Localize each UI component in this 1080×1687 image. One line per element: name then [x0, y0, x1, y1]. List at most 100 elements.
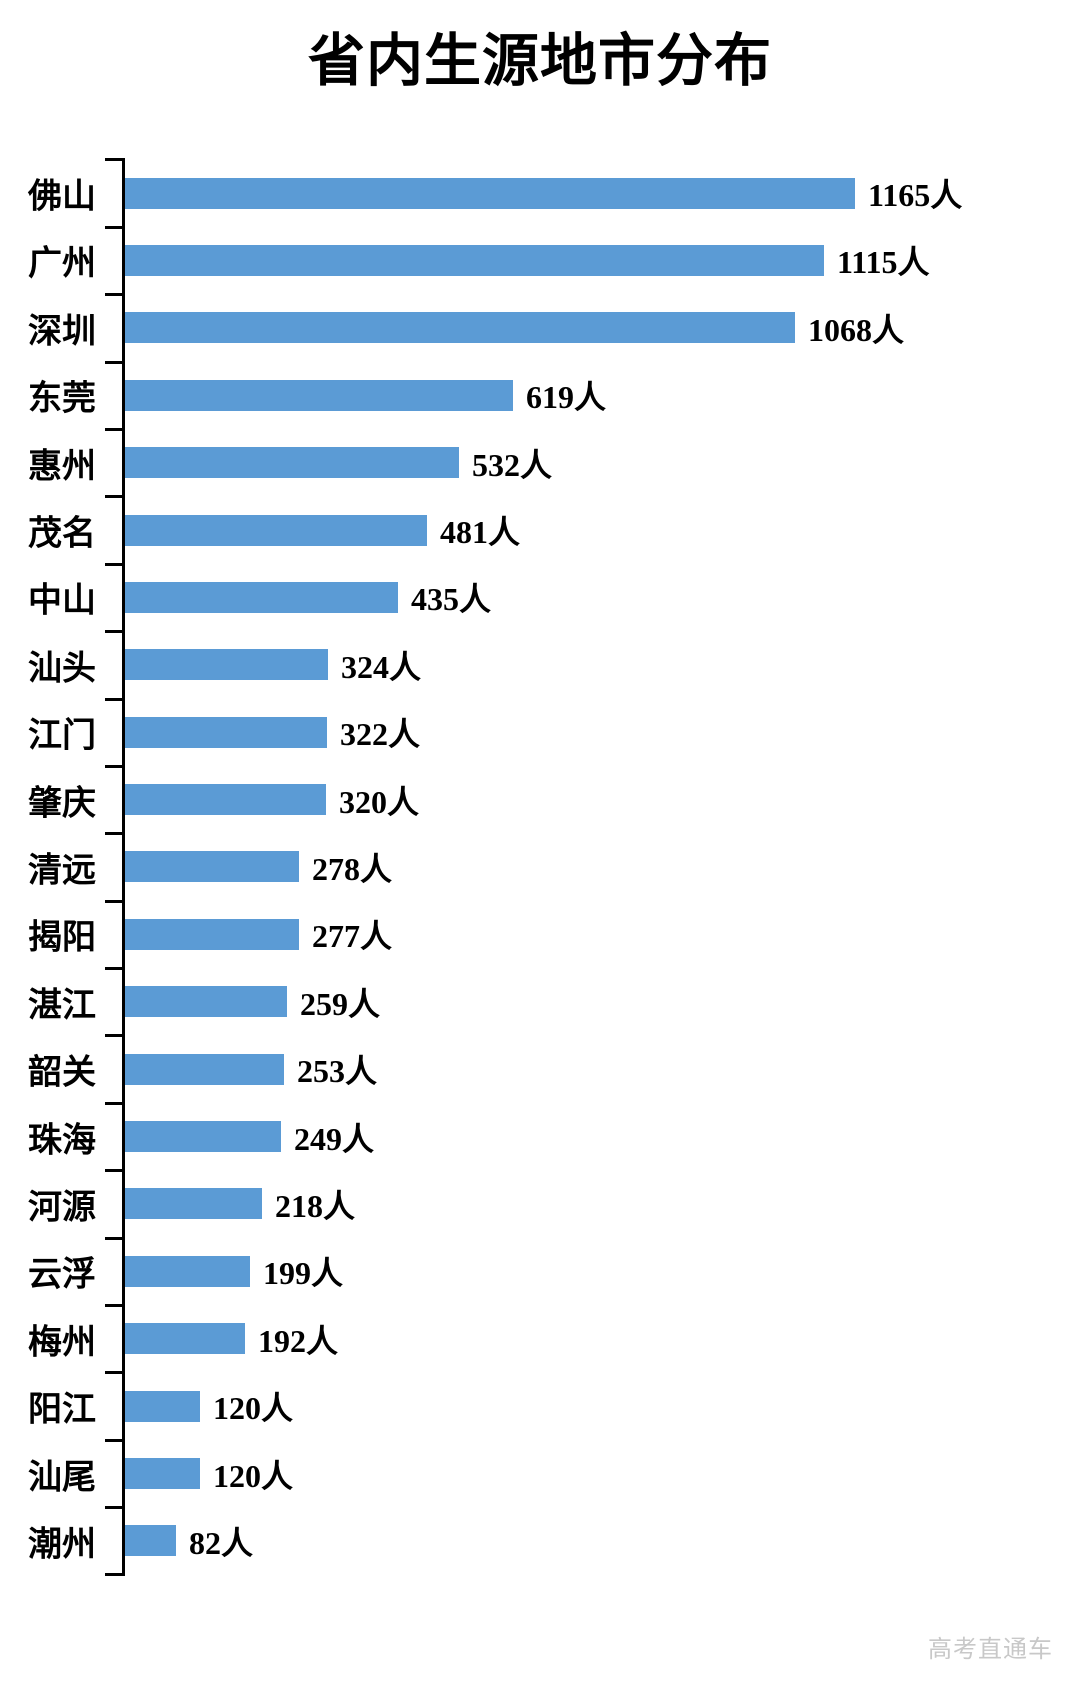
bar-rows: 佛山 1165人 广州 1115人 深圳 1068人 东莞 619人 惠州 53…	[28, 158, 1060, 1574]
bar-row: 深圳 1068人	[28, 293, 1060, 361]
value-label: 320人	[339, 783, 420, 820]
axis-tick	[105, 967, 125, 971]
bar-row: 汕尾 120人	[28, 1438, 1060, 1507]
value-label: 619人	[526, 379, 607, 416]
axis-tick	[105, 832, 125, 836]
category-label: 汕尾	[28, 1459, 96, 1496]
value-label: 435人	[411, 581, 492, 618]
bar	[125, 716, 327, 748]
axis-tick	[105, 225, 125, 229]
bar-row: 珠海 249人	[28, 1101, 1060, 1170]
bar	[125, 581, 398, 613]
bar	[125, 514, 427, 546]
bar-row: 东莞 619人	[28, 360, 1060, 429]
bar-row: 肇庆 320人	[28, 764, 1060, 833]
bar	[125, 244, 824, 276]
category-label: 深圳	[28, 313, 96, 351]
bar	[125, 447, 459, 479]
axis-tick	[105, 1304, 125, 1308]
category-label: 河源	[28, 1189, 96, 1227]
bar	[125, 1255, 250, 1287]
bar	[125, 649, 328, 681]
bar	[125, 177, 855, 209]
bar	[125, 1053, 284, 1085]
bar	[125, 1525, 176, 1557]
category-label: 茂名	[28, 515, 96, 553]
value-label: 322人	[340, 716, 421, 753]
category-label: 湛江	[28, 987, 96, 1025]
bar-row: 清远 278人	[28, 832, 1060, 900]
category-label: 梅州	[28, 1324, 96, 1362]
bar-row: 潮州 82人	[28, 1506, 1060, 1574]
category-label: 揭阳	[28, 919, 96, 957]
category-label: 云浮	[28, 1256, 96, 1294]
category-label: 惠州	[28, 448, 96, 486]
axis-tick	[105, 1236, 125, 1240]
value-label: 259人	[300, 985, 381, 1022]
axis-tick	[105, 764, 125, 768]
category-label: 汕头	[28, 650, 96, 688]
value-label: 249人	[294, 1120, 375, 1157]
axis-tick	[105, 1438, 125, 1442]
bar-row: 阳江 120人	[28, 1371, 1060, 1439]
value-label: 324人	[341, 648, 422, 685]
bar-row: 湛江 259人	[28, 967, 1060, 1035]
category-label: 潮州	[28, 1526, 96, 1564]
axis-tick	[105, 1506, 125, 1510]
bar	[125, 312, 795, 344]
bar	[125, 379, 513, 411]
bar	[125, 1121, 281, 1153]
category-label: 韶关	[28, 1054, 96, 1092]
value-label: 192人	[258, 1322, 339, 1359]
axis-tick	[105, 293, 125, 297]
value-label: 218人	[275, 1187, 356, 1224]
axis-tick	[105, 1034, 125, 1038]
bar-row: 韶关 253人	[28, 1034, 1060, 1102]
category-label: 广州	[28, 245, 96, 283]
bar-row: 汕头 324人	[28, 630, 1060, 698]
axis-tick	[105, 158, 125, 162]
value-label: 199人	[263, 1255, 344, 1292]
axis-tick	[105, 630, 125, 634]
bar	[125, 1390, 200, 1422]
bar-row: 河源 218人	[28, 1169, 1060, 1237]
axis-tick	[105, 360, 125, 364]
bar	[125, 918, 299, 950]
axis-tick	[105, 899, 125, 903]
category-label: 肇庆	[28, 785, 96, 823]
bar-row: 佛山 1165人	[28, 158, 1060, 226]
bar	[125, 851, 299, 883]
value-label: 1115人	[837, 244, 930, 281]
category-label: 江门	[28, 717, 96, 755]
value-label: 277人	[312, 918, 393, 955]
bar	[125, 1188, 262, 1220]
value-label: 532人	[472, 446, 553, 483]
bar-row: 梅州 192人	[28, 1304, 1060, 1372]
bar-row: 江门 322人	[28, 697, 1060, 766]
value-label: 120人	[213, 1457, 294, 1494]
value-label: 120人	[213, 1390, 294, 1427]
bar-row: 中山 435人	[28, 562, 1060, 631]
value-label: 481人	[440, 514, 521, 551]
bar-row: 惠州 532人	[28, 427, 1060, 496]
bar-row: 广州 1115人	[28, 225, 1060, 294]
bar	[125, 1458, 200, 1489]
value-label: 82人	[189, 1524, 254, 1561]
bar	[125, 784, 326, 816]
axis-tick	[105, 1169, 125, 1173]
category-label: 珠海	[28, 1122, 96, 1160]
bar-row: 云浮 199人	[28, 1236, 1060, 1305]
category-label: 中山	[28, 582, 96, 620]
value-label: 278人	[312, 850, 393, 887]
axis-tick	[105, 697, 125, 701]
category-label: 清远	[28, 852, 96, 890]
bar	[125, 1323, 245, 1355]
value-label: 253人	[297, 1053, 378, 1090]
chart-title: 省内生源地市分布	[308, 30, 772, 93]
bar-row: 茂名 481人	[28, 495, 1060, 563]
axis-tick	[105, 427, 125, 431]
value-label: 1165人	[868, 177, 963, 214]
bar	[125, 986, 287, 1018]
bar-chart: 佛山 1165人 广州 1115人 深圳 1068人 东莞 619人 惠州 53…	[28, 158, 1060, 1576]
value-label: 1068人	[808, 311, 905, 348]
